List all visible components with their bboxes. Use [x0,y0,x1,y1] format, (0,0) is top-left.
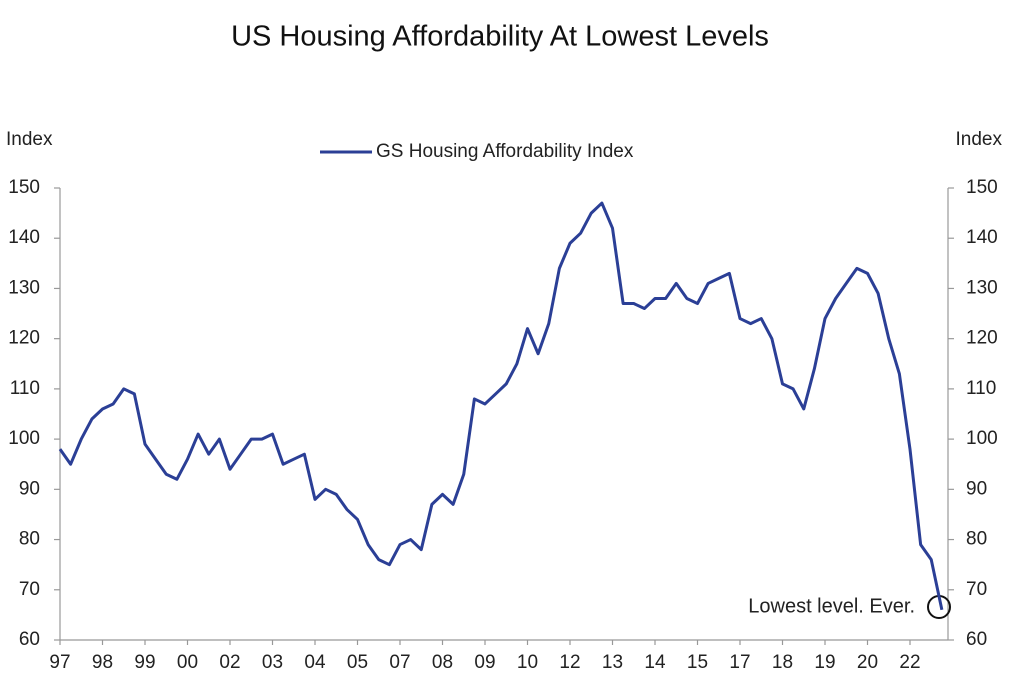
x-tick-label: 99 [134,652,155,673]
x-tick-label: 00 [177,652,198,673]
annotation: Lowest level. Ever. [748,595,915,617]
x-tick-label: 20 [857,652,878,673]
x-tick-label: 10 [517,652,538,673]
x-tick-label: 07 [389,652,410,673]
x-tick-label: 17 [729,652,750,673]
x-tick-label: 05 [347,652,368,673]
x-tick-label: 97 [49,652,70,673]
y-tick-label: 140 [8,227,40,248]
y-tick-label: 150 [8,177,40,198]
y2-tick-label: 120 [966,328,998,349]
y2-tick-label: 100 [966,428,998,449]
y-tick-label: 60 [19,629,40,650]
x-tick-label: 08 [432,652,453,673]
y-tick-label: 120 [8,328,40,349]
x-tick-label: 04 [304,652,326,673]
y2-tick-label: 110 [966,378,996,399]
x-tick-label: 14 [644,652,666,673]
y2-tick-label: 80 [966,529,987,550]
x-tick-label: 02 [219,652,240,673]
x-tick-label: 03 [262,652,283,673]
y-axis-label: Index [6,129,53,150]
x-tick-label: 19 [814,652,835,673]
x-tick-label: 13 [602,652,623,673]
y-tick-label: 80 [19,529,40,550]
y-tick-label: 70 [19,579,40,600]
x-tick-label: 98 [92,652,113,673]
x-tick-label: 15 [687,652,708,673]
y-tick-label: 90 [19,478,40,499]
y-tick-label: 110 [10,378,40,399]
y2-tick-label: 150 [966,177,998,198]
y2-tick-label: 70 [966,579,987,600]
chart-title: US Housing Affordability At Lowest Level… [231,21,769,53]
y2-tick-label: 130 [966,277,998,298]
y2-tick-label: 140 [966,227,998,248]
legend-label: GS Housing Affordability Index [376,141,634,162]
x-tick-label: 18 [772,652,793,673]
y2-tick-label: 90 [966,478,987,499]
y2-axis-label: Index [956,129,1003,150]
series-line [58,201,944,611]
x-tick-label: 12 [559,652,580,673]
y2-tick-label: 60 [966,629,987,650]
y-tick-label: 100 [8,428,40,449]
x-tick-label: 22 [899,652,920,673]
y-tick-label: 130 [8,277,40,298]
x-tick-label: 09 [474,652,495,673]
